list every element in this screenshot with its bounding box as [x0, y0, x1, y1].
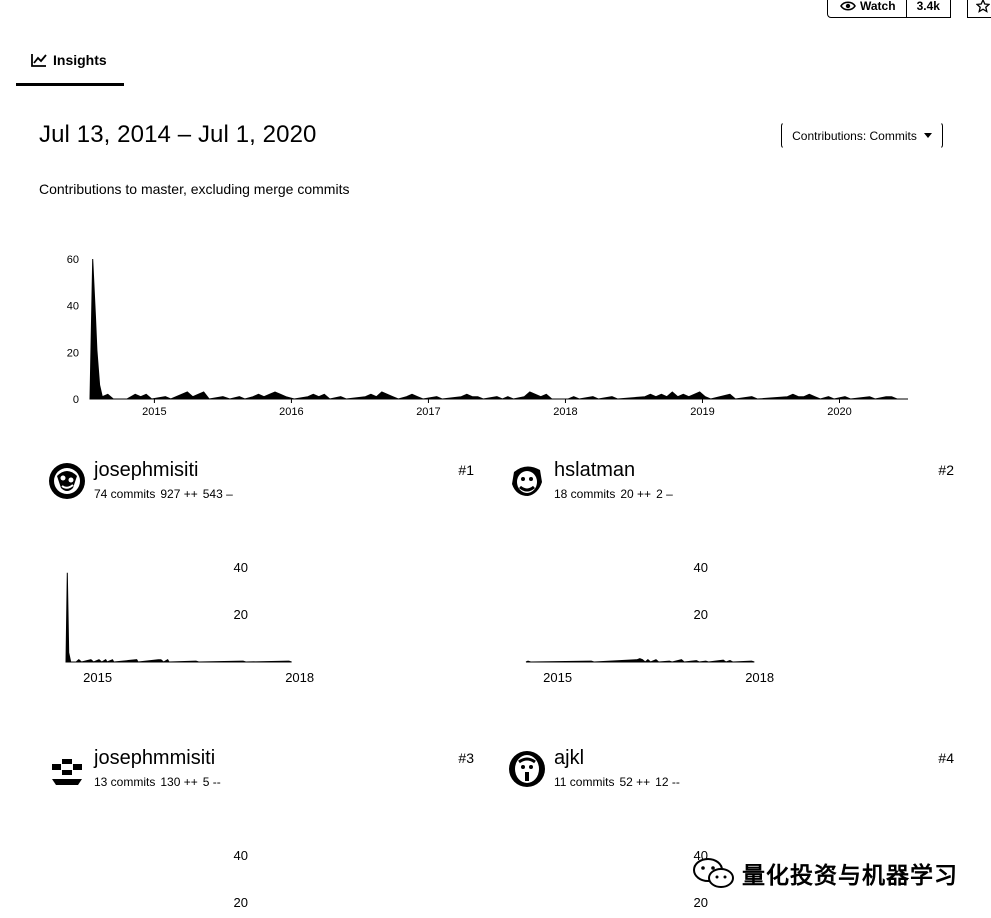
graph-icon	[31, 54, 47, 67]
y-tick-label: 20	[234, 607, 248, 622]
repo-actions: Watch 3.4k	[827, 0, 991, 18]
contributor-chart: 20 40 2015 2018	[525, 560, 774, 685]
eye-icon	[840, 1, 856, 11]
contributor-login[interactable]: ajkl	[554, 747, 585, 769]
commit-count[interactable]: 18 commits	[554, 487, 616, 501]
additions: 927 ++	[160, 487, 198, 501]
star-button[interactable]	[967, 0, 991, 18]
tab-insights-label: Insights	[53, 52, 107, 68]
y-tick-label: 0	[73, 394, 79, 406]
series-area	[65, 572, 292, 663]
contributor-login[interactable]: josephmisiti	[94, 459, 199, 481]
commit-count[interactable]: 13 commits	[94, 775, 156, 789]
y-tick-label: 60	[67, 254, 79, 266]
x-tick-label: 2020	[827, 406, 851, 418]
commit-count[interactable]: 74 commits	[94, 487, 156, 501]
contributor-stats: 11 commits 52 ++ 12 --	[554, 775, 685, 789]
main-contributions-chart: 0 20 40 60 2015 2016 2017 2018 2019 2020	[67, 254, 908, 418]
contributions-dropdown-label: Contributions: Commits	[792, 128, 917, 143]
x-tick-label: 2015	[142, 406, 166, 418]
page-title: Jul 13, 2014 – Jul 1, 2020	[39, 121, 317, 148]
deletions: 2 –	[656, 487, 673, 501]
y-tick-label: 20	[234, 895, 248, 910]
rank-badge: #3	[458, 750, 474, 766]
rank-badge: #2	[938, 462, 954, 478]
x-tick-label: 2019	[690, 406, 714, 418]
x-tick-label: 2018	[285, 670, 314, 685]
watch-label: Watch	[860, 0, 896, 13]
additions: 52 ++	[619, 775, 651, 789]
avatar[interactable]	[508, 750, 546, 788]
x-tick-label: 2018	[553, 406, 577, 418]
contributor-chart: 20 40 2015 2018	[65, 560, 314, 685]
x-tick-label: 2015	[83, 670, 112, 685]
x-tick-label: 2015	[543, 670, 572, 685]
additions: 20 ++	[620, 487, 652, 501]
contributor-login[interactable]: josephmmisiti	[94, 747, 216, 769]
star-icon	[975, 0, 990, 13]
series-area	[525, 658, 755, 663]
watch-button[interactable]: Watch	[827, 0, 907, 18]
x-tick-label: 2016	[279, 406, 303, 418]
rank-badge: #1	[458, 462, 474, 478]
chart-subtitle: Contributions to master, excluding merge…	[39, 181, 350, 197]
contributions-dropdown[interactable]: Contributions: Commits	[781, 122, 943, 149]
y-tick-label: 40	[234, 848, 248, 863]
y-tick-label: 20	[67, 347, 79, 359]
x-tick-label: 2017	[416, 406, 440, 418]
y-tick-label: 20	[694, 895, 708, 910]
contributor-stats: 13 commits 130 ++ 5 --	[94, 775, 226, 789]
y-tick-label: 20	[694, 607, 708, 622]
watermark-text: 量化投资与机器学习	[742, 863, 958, 889]
tab-insights[interactable]: Insights	[16, 48, 124, 86]
avatar[interactable]	[48, 750, 86, 788]
contributor-login[interactable]: hslatman	[554, 459, 636, 481]
avatar[interactable]	[48, 462, 86, 500]
y-tick-label: 40	[694, 560, 708, 575]
deletions: 543 –	[202, 487, 233, 501]
wechat-icon	[693, 858, 734, 888]
additions: 130 ++	[160, 775, 198, 789]
caret-down-icon	[923, 133, 932, 138]
x-tick-label: 2018	[745, 670, 774, 685]
watermark: 量化投资与机器学习	[692, 856, 958, 890]
rank-badge: #4	[938, 750, 954, 766]
avatar[interactable]	[508, 462, 546, 500]
series-area	[89, 258, 898, 400]
deletions: 5 --	[202, 775, 221, 789]
y-tick-label: 40	[67, 301, 79, 313]
contributor-stats: 18 commits 20 ++ 2 –	[554, 487, 678, 501]
y-tick-label: 40	[234, 560, 248, 575]
watch-count[interactable]: 3.4k	[906, 0, 951, 18]
contributor-stats: 74 commits 927 ++ 543 –	[94, 487, 238, 501]
commit-count[interactable]: 11 commits	[554, 775, 615, 789]
deletions: 12 --	[655, 775, 680, 789]
